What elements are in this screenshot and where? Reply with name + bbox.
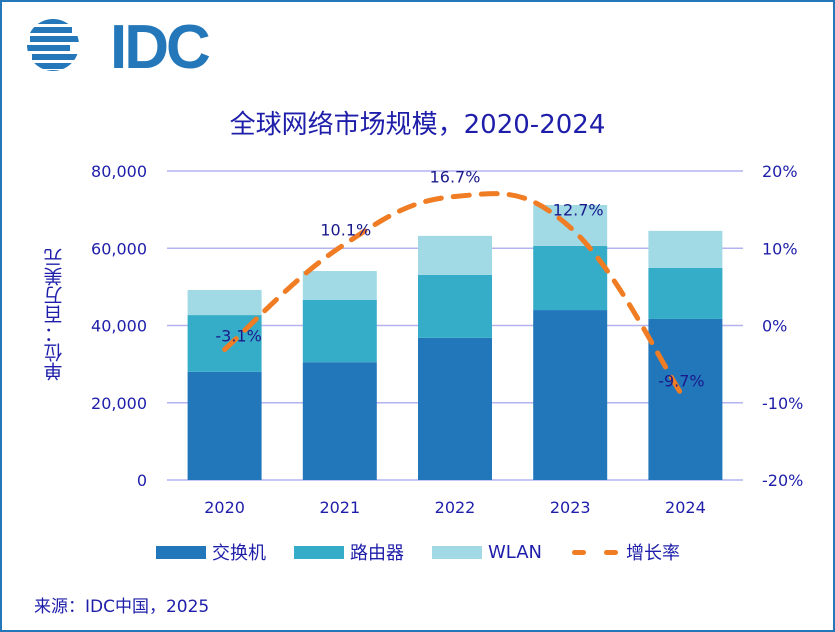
chart-title: 全球网络市场规模，2020-2024 bbox=[229, 110, 606, 140]
bar-router bbox=[648, 267, 723, 319]
growth-data-label: 16.7% bbox=[430, 167, 481, 186]
source-note: 来源：IDC中国，2025 bbox=[34, 597, 210, 617]
x-tick-label: 2024 bbox=[665, 498, 706, 517]
legend-swatch-wlan bbox=[432, 545, 482, 559]
bar-wlan bbox=[187, 289, 262, 316]
y2-tick-label: 10% bbox=[762, 239, 798, 258]
growth-data-label: -9.7% bbox=[658, 371, 704, 390]
y2-tick-label: 0% bbox=[762, 317, 787, 336]
bar-router bbox=[418, 274, 492, 338]
y2-tick-label: -20% bbox=[762, 471, 803, 490]
bar-switch bbox=[418, 337, 492, 480]
legend: 交换机 路由器 WLAN 增长率 bbox=[156, 538, 708, 566]
bar-switch bbox=[187, 371, 262, 480]
bar-router bbox=[302, 300, 377, 363]
legend-label-wlan: WLAN bbox=[488, 541, 543, 563]
y-tick-label: 60,000 bbox=[91, 239, 147, 258]
bar-wlan bbox=[302, 271, 377, 301]
idc-logo: IDC bbox=[26, 13, 211, 82]
x-tick-label: 2021 bbox=[319, 498, 360, 517]
legend-item-switch: 交换机 bbox=[156, 539, 266, 565]
growth-data-label: 10.1% bbox=[320, 220, 371, 239]
legend-swatch-switch bbox=[156, 545, 206, 559]
bar-wlan bbox=[418, 235, 492, 275]
idc-logo-text: IDC bbox=[110, 13, 211, 82]
y-tick-label: 20,000 bbox=[91, 394, 147, 413]
x-tick-label: 2023 bbox=[550, 498, 591, 517]
growth-rate-line bbox=[222, 191, 688, 403]
legend-label-router: 路由器 bbox=[350, 543, 404, 564]
bar-switch bbox=[648, 318, 723, 480]
legend-label-switch: 交换机 bbox=[212, 543, 266, 564]
legend-item-growth: 增长率 bbox=[570, 539, 680, 565]
growth-data-label: 12.7% bbox=[553, 200, 604, 219]
y-tick-label: 80,000 bbox=[91, 162, 147, 181]
y2-tick-label: -10% bbox=[762, 394, 803, 413]
growth-data-label: -3.1% bbox=[215, 326, 261, 345]
legend-item-router: 路由器 bbox=[294, 539, 404, 565]
y-tick-label: 40,000 bbox=[91, 317, 147, 336]
bar-wlan bbox=[648, 230, 723, 268]
x-tick-label: 2022 bbox=[435, 498, 476, 517]
legend-swatch-router bbox=[294, 545, 344, 559]
idc-globe-logo-icon bbox=[27, 19, 79, 71]
bar-switch bbox=[533, 310, 608, 480]
legend-swatch-growth bbox=[570, 546, 620, 559]
x-tick-label: 2020 bbox=[204, 498, 245, 517]
y-tick-label: 0 bbox=[137, 471, 147, 490]
y2-tick-label: 20% bbox=[762, 162, 798, 181]
legend-label-growth: 增长率 bbox=[626, 543, 681, 564]
bar-switch bbox=[302, 362, 377, 480]
bar-router bbox=[533, 245, 608, 311]
legend-item-wlan: WLAN bbox=[432, 542, 542, 563]
